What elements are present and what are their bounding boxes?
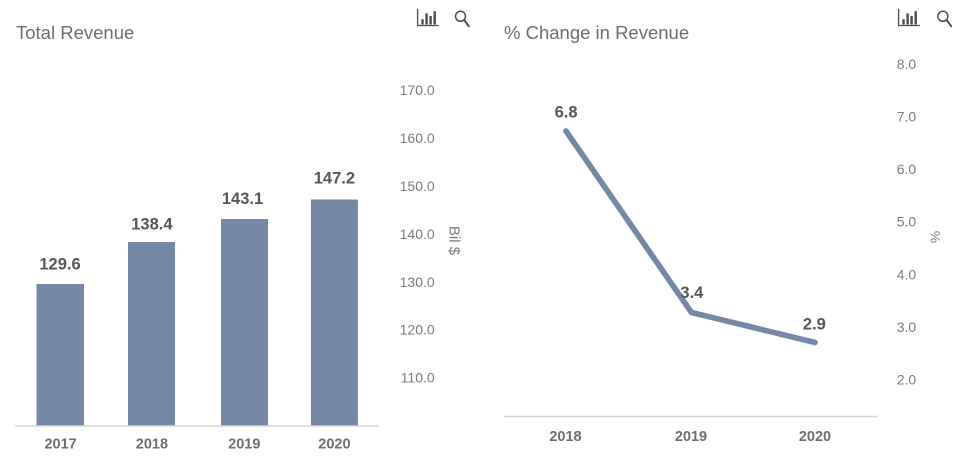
svg-text:3.0: 3.0: [897, 319, 917, 335]
svg-text:150.0: 150.0: [400, 178, 435, 194]
svg-text:130.0: 130.0: [400, 274, 435, 290]
svg-text:4.0: 4.0: [897, 266, 917, 282]
svg-text:2020: 2020: [799, 429, 831, 445]
svg-text:%: %: [928, 231, 944, 243]
svg-text:8.0: 8.0: [897, 56, 917, 72]
svg-text:5.0: 5.0: [897, 214, 917, 230]
svg-text:110.0: 110.0: [401, 370, 435, 386]
svg-text:2017: 2017: [44, 437, 76, 453]
svg-text:2019: 2019: [675, 429, 707, 445]
svg-text:% Change in Revenue: % Change in Revenue: [504, 22, 689, 43]
svg-text:120.0: 120.0: [400, 322, 435, 338]
svg-text:143.1: 143.1: [222, 190, 263, 208]
svg-text:129.6: 129.6: [39, 256, 80, 274]
svg-text:7.0: 7.0: [897, 109, 917, 125]
svg-text:2020: 2020: [318, 437, 350, 453]
svg-text:6.8: 6.8: [555, 104, 578, 122]
svg-text:Bil $: Bil $: [445, 226, 462, 256]
svg-text:2019: 2019: [228, 437, 260, 453]
svg-text:170.0: 170.0: [400, 82, 435, 98]
svg-text:147.2: 147.2: [314, 170, 355, 188]
svg-text:138.4: 138.4: [131, 216, 173, 234]
svg-text:Total Revenue: Total Revenue: [16, 22, 134, 43]
svg-text:3.4: 3.4: [680, 284, 704, 302]
svg-text:2018: 2018: [136, 437, 168, 453]
svg-text:2.0: 2.0: [897, 371, 917, 387]
svg-text:6.0: 6.0: [897, 161, 917, 177]
svg-text:2.9: 2.9: [803, 316, 826, 334]
svg-text:2018: 2018: [549, 429, 581, 445]
svg-text:160.0: 160.0: [400, 130, 435, 146]
svg-text:140.0: 140.0: [400, 226, 435, 242]
